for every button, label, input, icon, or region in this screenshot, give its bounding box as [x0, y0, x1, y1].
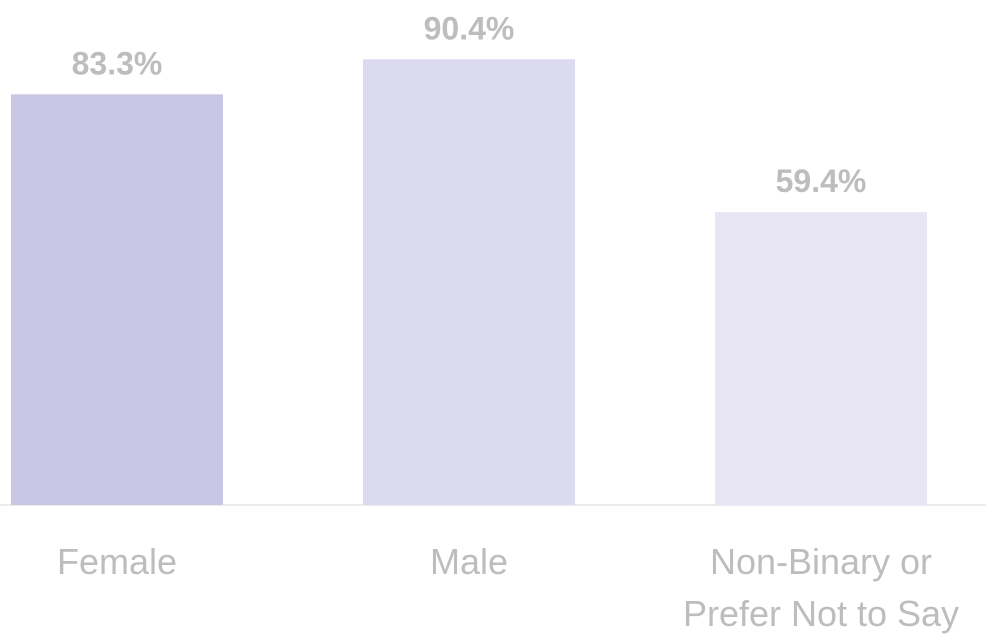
bar	[363, 59, 575, 505]
x-tick-label: Non-Binary or Prefer Not to Say	[682, 541, 960, 634]
x-tick-label: Male	[429, 541, 509, 582]
bar	[11, 94, 223, 506]
value-label: 59.4%	[776, 163, 867, 199]
value-label: 90.4%	[424, 10, 515, 46]
x-tick-label: Female	[56, 541, 178, 582]
bar	[715, 212, 927, 505]
value-label: 83.3%	[72, 45, 163, 81]
